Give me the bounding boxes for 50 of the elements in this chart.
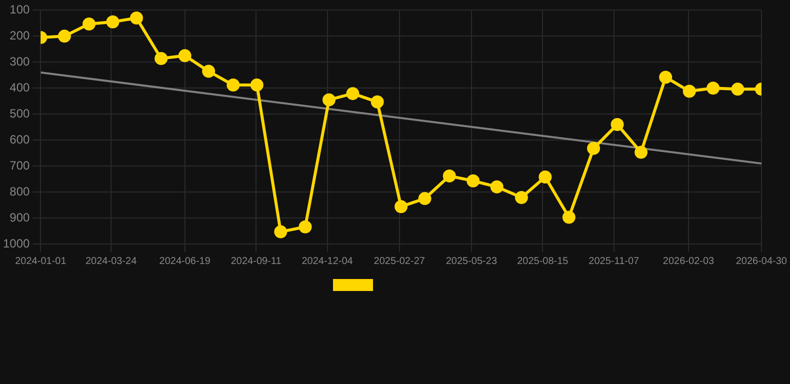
point (106, 15, 120, 28)
x-tick-label: 2024-01-01 (15, 256, 67, 267)
point (202, 64, 216, 78)
point (466, 174, 480, 188)
x-tick-label: 2025-08-15 (517, 256, 569, 267)
point (58, 30, 71, 43)
y-tick-label: 300 (10, 54, 30, 68)
y-tick-label: 400 (10, 80, 30, 94)
x-tick-label: 2025-02-27 (374, 256, 426, 267)
point (178, 49, 192, 62)
point (562, 210, 576, 224)
y-tick-label: 500 (10, 106, 30, 120)
point (610, 118, 624, 131)
point (706, 82, 720, 95)
x-tick-label: 2024-09-11 (230, 256, 282, 267)
point (514, 191, 528, 204)
y-tick-label: 100 (10, 2, 30, 17)
point (346, 87, 360, 100)
x-tick-label: 2026-04-30 (736, 256, 788, 267)
point (370, 95, 384, 108)
point (418, 192, 432, 206)
point (298, 220, 312, 234)
x-tick-label: 2024-12-04 (302, 256, 354, 267)
y-tick-label: 200 (10, 28, 30, 42)
point (154, 52, 168, 66)
y-tick-label: 800 (10, 184, 30, 198)
point (322, 93, 336, 106)
point (659, 70, 672, 84)
point (82, 17, 96, 30)
x-tick-label: 2024-03-24 (85, 256, 138, 267)
point (490, 180, 504, 194)
point (442, 169, 456, 182)
point (130, 11, 144, 24)
y-tick-label: 600 (10, 132, 30, 146)
point (587, 142, 600, 155)
point (634, 146, 648, 159)
point (274, 225, 288, 238)
point (226, 78, 240, 92)
point (731, 82, 744, 96)
y-tick-label: 1000 (2, 236, 30, 250)
point (250, 78, 264, 92)
x-tick-label: 2024-06-19 (159, 256, 211, 267)
point (394, 200, 408, 214)
x-tick-label: 2026-02-03 (662, 256, 715, 267)
point (682, 84, 696, 98)
x-tick-label: 2025-11-07 (588, 256, 640, 267)
y-tick-label: 700 (10, 158, 30, 172)
point (538, 170, 552, 184)
y-tick-label: 900 (10, 210, 30, 224)
x-tick-label: 2025-05-23 (446, 256, 498, 267)
